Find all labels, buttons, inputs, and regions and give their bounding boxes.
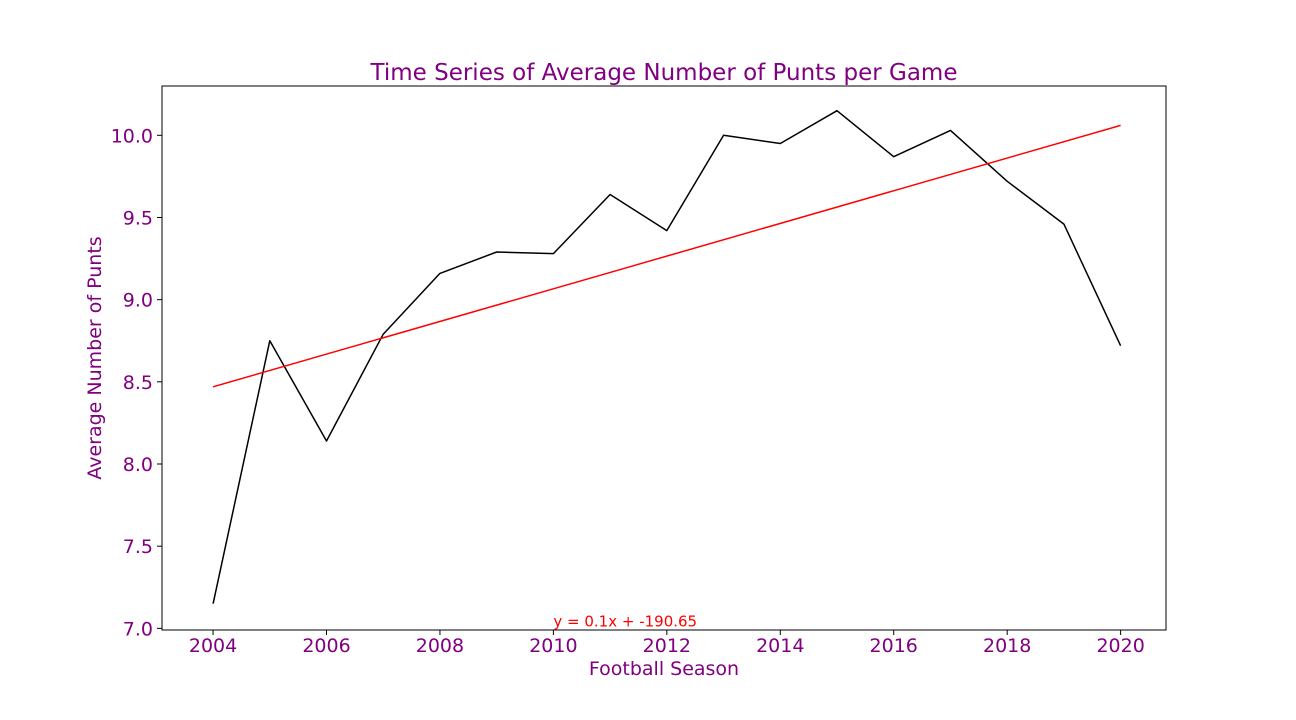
x-tick-label: 2018 (983, 635, 1031, 657)
x-axis-label: Football Season (589, 658, 739, 680)
x-tick-label: 2012 (643, 635, 691, 657)
series-line-average-punts (212, 109, 1122, 604)
y-axis: 7.0 7.5 8.0 8.5 9.0 9.5 10.0 (111, 125, 162, 640)
x-tick-label: 2014 (756, 635, 804, 657)
x-tick-label: 2008 (416, 635, 464, 657)
x-tick-label: 2010 (529, 635, 577, 657)
series-layer (212, 109, 1122, 604)
x-tick-label: 2016 (870, 635, 918, 657)
y-tick-label: 8.0 (123, 454, 153, 476)
x-tick-label: 2004 (189, 635, 237, 657)
y-tick-label: 7.0 (123, 618, 153, 640)
x-axis: 2004 2006 2008 2010 2012 2014 2016 2018 2020 (189, 630, 1145, 657)
y-tick-label: 9.5 (123, 207, 153, 229)
x-tick-label: 2020 (1096, 635, 1144, 657)
y-tick-label: 7.5 (123, 536, 153, 558)
trendline-equation-annotation: y = 0.1x + -190.65 (553, 613, 697, 631)
series-line-trend (212, 124, 1121, 388)
annotation-layer: y = 0.1x + -190.65 (553, 613, 697, 631)
y-tick-label: 8.5 (123, 372, 153, 394)
plot-area (161, 85, 1167, 631)
x-tick-label: 2006 (302, 635, 350, 657)
y-tick-label: 9.0 (123, 290, 153, 312)
y-axis-label: Average Number of Punts (84, 236, 106, 479)
y-tick-label: 10.0 (111, 125, 153, 147)
chart-title: Time Series of Average Number of Punts p… (370, 60, 958, 86)
